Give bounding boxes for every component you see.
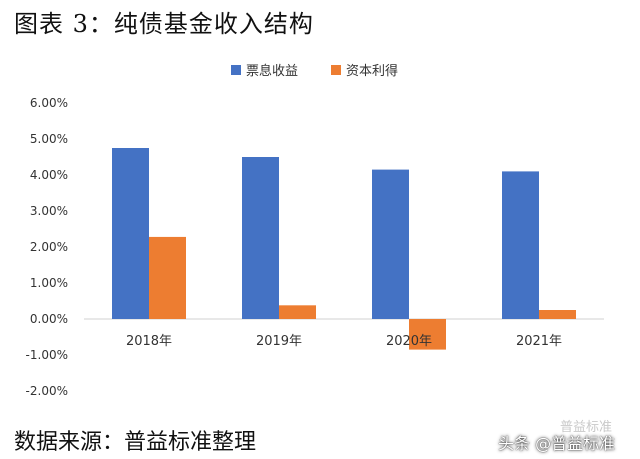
legend-label: 票息收益 bbox=[246, 63, 298, 79]
x-tick-label: 2018年 bbox=[126, 334, 172, 349]
bar-coupon bbox=[112, 148, 149, 319]
bar-capital-gain bbox=[539, 310, 576, 319]
bar-coupon bbox=[242, 157, 279, 319]
x-tick-label: 2021年 bbox=[516, 334, 562, 349]
watermark: 头条 @普益标准 bbox=[498, 434, 616, 453]
watermark-faint: 普益标准 bbox=[560, 420, 613, 435]
y-tick-label: 4.00% bbox=[30, 168, 68, 182]
bar-capital-gain bbox=[279, 305, 316, 319]
bar-capital-gain bbox=[149, 236, 186, 319]
legend: 票息收益 资本利得 bbox=[231, 63, 398, 79]
data-source-note: 数据来源：普益标准整理 bbox=[14, 430, 257, 455]
figure-title: 图表 3：纯债基金收入结构 bbox=[14, 10, 314, 38]
legend-swatch bbox=[331, 65, 341, 75]
bar-capital-gain bbox=[409, 319, 446, 350]
x-axis-tick-labels: 2018年 2019年 2020年 2021年 bbox=[126, 334, 562, 349]
y-tick-label: -1.00% bbox=[26, 348, 68, 362]
x-tick-label: 2019年 bbox=[256, 334, 302, 349]
legend-label: 资本利得 bbox=[346, 63, 398, 79]
y-tick-label: -2.00% bbox=[26, 384, 68, 398]
bar-coupon bbox=[372, 169, 409, 319]
bar-coupon bbox=[502, 171, 539, 319]
y-tick-label: 3.00% bbox=[30, 204, 68, 218]
y-tick-label: 5.00% bbox=[30, 132, 68, 146]
bars bbox=[112, 148, 576, 350]
y-tick-label: 6.00% bbox=[30, 96, 68, 110]
legend-swatch bbox=[231, 65, 241, 75]
y-tick-label: 1.00% bbox=[30, 276, 68, 290]
y-tick-label: 0.00% bbox=[30, 312, 68, 326]
y-tick-label: 2.00% bbox=[30, 240, 68, 254]
y-axis-tick-labels: -2.00% -1.00% 0.00% 1.00% 2.00% 3.00% 4.00% 5.0… bbox=[26, 96, 68, 398]
x-tick-label: 2020年 bbox=[386, 334, 432, 349]
